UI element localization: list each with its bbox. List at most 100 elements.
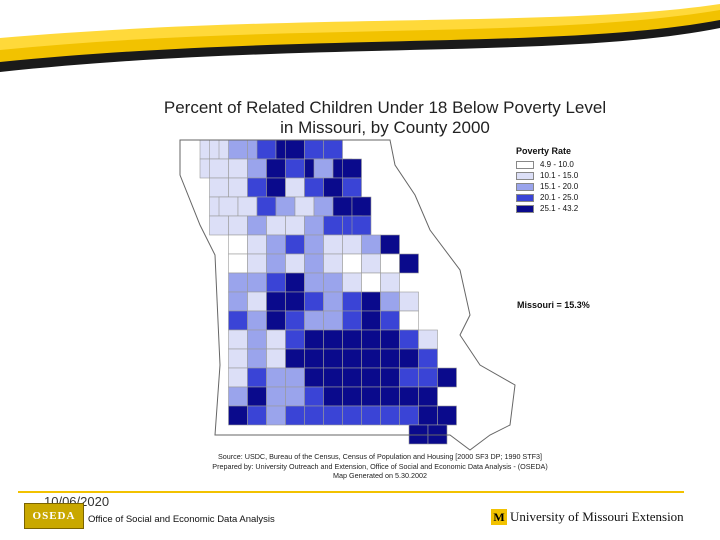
county bbox=[285, 215, 305, 236]
legend-row: 20.1 - 25.0 bbox=[516, 192, 578, 203]
title-line2: in Missouri, by County 2000 bbox=[280, 118, 490, 137]
county bbox=[228, 348, 248, 369]
oseda-logo: OSEDA bbox=[24, 503, 84, 529]
county bbox=[380, 367, 400, 388]
county bbox=[323, 386, 343, 407]
county bbox=[237, 196, 258, 217]
county bbox=[342, 234, 362, 255]
county bbox=[323, 253, 343, 274]
county bbox=[399, 310, 419, 331]
county bbox=[380, 329, 400, 350]
county bbox=[247, 253, 267, 274]
legend-label: 4.9 - 10.0 bbox=[540, 160, 574, 169]
legend-swatch bbox=[516, 193, 534, 202]
county bbox=[361, 253, 381, 274]
county bbox=[285, 234, 305, 255]
county bbox=[266, 234, 286, 255]
county bbox=[361, 272, 381, 293]
county bbox=[228, 139, 248, 160]
source-line2: Prepared by: University Outreach and Ext… bbox=[212, 461, 548, 471]
county bbox=[342, 405, 362, 426]
legend-label: 20.1 - 25.0 bbox=[540, 193, 579, 202]
county bbox=[323, 291, 343, 312]
county bbox=[228, 272, 248, 293]
county bbox=[285, 329, 305, 350]
county bbox=[399, 367, 419, 388]
university-extension-logo: University of Missouri Extension bbox=[510, 509, 684, 524]
county bbox=[399, 329, 419, 350]
county bbox=[247, 348, 267, 369]
title-line1: Percent of Related Children Under 18 Bel… bbox=[163, 98, 607, 117]
county bbox=[361, 291, 381, 312]
county bbox=[304, 139, 324, 160]
county bbox=[266, 253, 286, 274]
county bbox=[256, 196, 277, 217]
county bbox=[285, 177, 305, 198]
county bbox=[285, 310, 305, 331]
county bbox=[323, 139, 343, 160]
county bbox=[380, 234, 400, 255]
county bbox=[247, 329, 267, 350]
county bbox=[342, 310, 362, 331]
county bbox=[228, 329, 248, 350]
county bbox=[228, 215, 248, 236]
county bbox=[323, 329, 343, 350]
source-note: Source: USDC, Bureau of the Census, Cens… bbox=[170, 452, 590, 481]
header-swoosh bbox=[0, 0, 720, 72]
county bbox=[285, 272, 305, 293]
county bbox=[304, 253, 324, 274]
county bbox=[247, 291, 267, 312]
county bbox=[304, 405, 324, 426]
county bbox=[361, 329, 381, 350]
county bbox=[247, 215, 267, 236]
county bbox=[266, 272, 286, 293]
county bbox=[304, 177, 324, 198]
county bbox=[285, 348, 305, 369]
county bbox=[247, 405, 267, 426]
legend-swatch bbox=[516, 171, 534, 180]
county bbox=[266, 158, 286, 179]
county bbox=[247, 386, 267, 407]
county bbox=[266, 405, 286, 426]
legend-row: 4.9 - 10.0 bbox=[516, 159, 578, 170]
legend: Poverty Rate 4.9 - 10.0 10.1 - 15.0 15.1… bbox=[516, 146, 578, 214]
county bbox=[380, 310, 400, 331]
county bbox=[380, 386, 400, 407]
missouri-county-map bbox=[160, 135, 530, 455]
legend-row: 25.1 - 43.2 bbox=[516, 203, 578, 214]
legend-title: Poverty Rate bbox=[516, 146, 572, 156]
county bbox=[342, 158, 362, 179]
county bbox=[209, 158, 229, 179]
county bbox=[228, 405, 248, 426]
state-outline bbox=[179, 139, 516, 451]
legend-swatch bbox=[516, 160, 534, 169]
county bbox=[342, 386, 362, 407]
county bbox=[294, 196, 315, 217]
county bbox=[247, 177, 267, 198]
county bbox=[418, 386, 438, 407]
county bbox=[256, 139, 277, 160]
county bbox=[247, 234, 267, 255]
county bbox=[247, 367, 267, 388]
county bbox=[228, 310, 248, 331]
county bbox=[399, 348, 419, 369]
county bbox=[380, 348, 400, 369]
county bbox=[228, 253, 248, 274]
county bbox=[304, 367, 324, 388]
county bbox=[399, 291, 419, 312]
county bbox=[399, 386, 419, 407]
county bbox=[342, 253, 362, 274]
county bbox=[304, 291, 324, 312]
county-map-svg bbox=[179, 139, 516, 451]
county bbox=[266, 367, 286, 388]
county bbox=[228, 234, 248, 255]
county bbox=[266, 215, 286, 236]
county bbox=[304, 386, 324, 407]
county bbox=[361, 367, 381, 388]
county bbox=[418, 405, 438, 426]
county bbox=[323, 234, 343, 255]
county bbox=[313, 158, 334, 179]
county bbox=[323, 215, 343, 236]
county bbox=[228, 367, 248, 388]
county bbox=[323, 405, 343, 426]
